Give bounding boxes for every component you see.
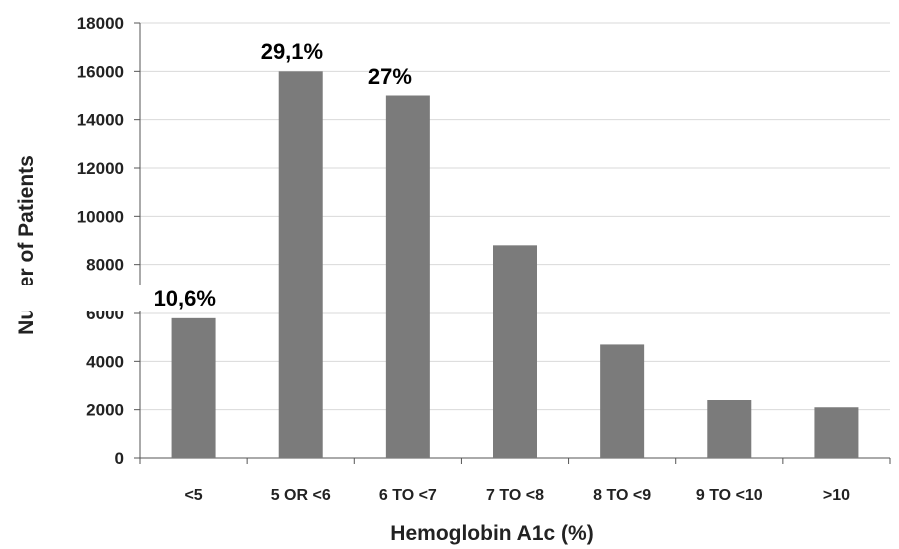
y-tick-label: 0 [115,449,124,468]
y-tick-label: 4000 [86,352,124,371]
y-tick-label: 14000 [77,111,124,130]
x-category-labels: <5 5 OR <6 6 TO <7 7 TO <8 8 TO <9 9 TO <10 >1… [184,487,850,504]
bar [385,95,430,458]
x-axis-title: Hemoglobin A1c (%) [390,522,593,545]
x-category-label: <5 [184,487,202,504]
x-category-label: 5 OR <6 [271,487,331,504]
y-tick-label: 8000 [86,256,124,275]
bar [600,344,645,458]
bar [707,400,752,458]
bar [171,317,216,458]
bars [171,71,859,458]
x-category-label: 7 TO <8 [486,487,544,504]
y-tick-label: 10000 [77,207,124,226]
y-tick-label: 16000 [77,62,124,81]
y-tick-label: 18000 [77,14,124,33]
bar [814,407,859,458]
scan-mask [0,285,232,311]
x-category-label: >10 [823,487,850,504]
y-tick-label: 12000 [77,159,124,178]
x-category-label: 8 TO <9 [593,487,651,504]
x-category-label: 9 TO <10 [696,487,763,504]
gridlines [140,22,890,411]
x-category-label: 6 TO <7 [379,487,437,504]
y-tick-labels: 0200040006000800010000120001400016000180… [77,14,124,468]
y-tick-label: 2000 [86,401,124,420]
bar [278,71,323,458]
bar [493,245,537,458]
